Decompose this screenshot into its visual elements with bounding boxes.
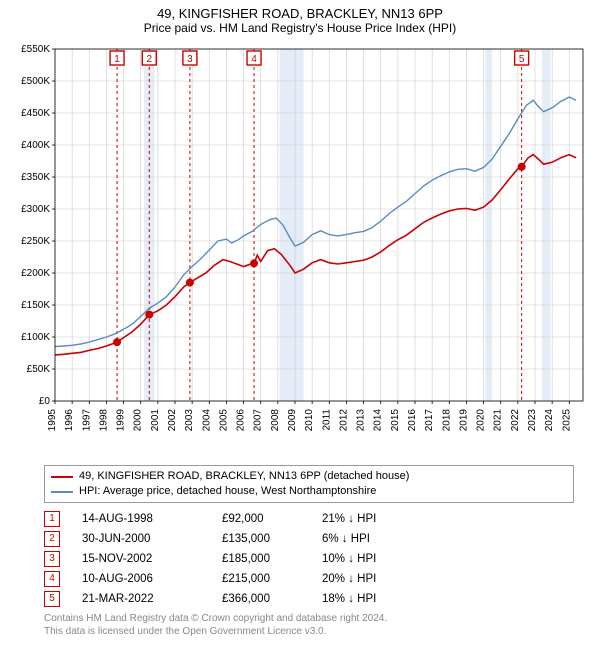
svg-text:£100K: £100K	[21, 332, 50, 343]
svg-text:2002: 2002	[167, 409, 178, 432]
svg-text:2001: 2001	[150, 409, 161, 432]
sale-marker-1: 1	[44, 511, 60, 527]
sale-date: 14-AUG-1998	[82, 513, 222, 525]
sale-price: £366,000	[222, 593, 322, 605]
sale-price: £215,000	[222, 573, 322, 585]
svg-text:£250K: £250K	[21, 236, 50, 247]
sale-date: 15-NOV-2002	[82, 553, 222, 565]
svg-text:£0: £0	[39, 396, 51, 407]
svg-text:2019: 2019	[458, 409, 469, 432]
svg-text:2006: 2006	[236, 409, 247, 432]
legend: 49, KINGFISHER ROAD, BRACKLEY, NN13 6PP …	[44, 465, 574, 503]
svg-text:1995: 1995	[47, 409, 58, 432]
svg-text:2016: 2016	[407, 409, 418, 432]
svg-text:2025: 2025	[561, 409, 572, 432]
sale-marker-5: 5	[44, 591, 60, 607]
svg-text:3: 3	[187, 54, 193, 65]
legend-item-property: 49, KINGFISHER ROAD, BRACKLEY, NN13 6PP …	[51, 469, 567, 484]
svg-text:2010: 2010	[304, 409, 315, 432]
svg-text:£550K: £550K	[21, 44, 50, 55]
sale-diff: 10% ↓ HPI	[322, 553, 442, 565]
table-row: 3 15-NOV-2002 £185,000 10% ↓ HPI	[44, 551, 574, 567]
sale-diff: 18% ↓ HPI	[322, 593, 442, 605]
sale-date: 10-AUG-2006	[82, 573, 222, 585]
svg-text:2009: 2009	[287, 409, 298, 432]
table-row: 4 10-AUG-2006 £215,000 20% ↓ HPI	[44, 571, 574, 587]
svg-text:2003: 2003	[184, 409, 195, 432]
sales-table: 1 14-AUG-1998 £92,000 21% ↓ HPI 2 30-JUN…	[44, 511, 574, 607]
footer-line: Contains HM Land Registry data © Crown c…	[44, 613, 574, 626]
sale-price: £92,000	[222, 513, 322, 525]
sale-diff: 21% ↓ HPI	[322, 513, 442, 525]
svg-text:5: 5	[519, 54, 525, 65]
svg-text:2005: 2005	[218, 409, 229, 432]
sale-marker-3: 3	[44, 551, 60, 567]
sale-diff: 20% ↓ HPI	[322, 573, 442, 585]
svg-text:2023: 2023	[527, 409, 538, 432]
legend-label: HPI: Average price, detached house, West…	[79, 484, 376, 499]
svg-text:£200K: £200K	[21, 268, 50, 279]
svg-text:1999: 1999	[116, 409, 127, 432]
legend-swatch	[51, 476, 73, 478]
svg-text:2011: 2011	[321, 409, 332, 431]
sale-price: £135,000	[222, 533, 322, 545]
svg-text:£450K: £450K	[21, 108, 50, 119]
table-row: 2 30-JUN-2000 £135,000 6% ↓ HPI	[44, 531, 574, 547]
svg-text:2013: 2013	[356, 409, 367, 432]
sale-marker-4: 4	[44, 571, 60, 587]
svg-text:1998: 1998	[98, 409, 109, 432]
svg-text:2017: 2017	[424, 409, 435, 432]
svg-text:4: 4	[251, 54, 257, 65]
svg-text:2008: 2008	[270, 409, 281, 432]
svg-text:1997: 1997	[81, 409, 92, 432]
svg-text:2: 2	[147, 54, 153, 65]
sale-date: 30-JUN-2000	[82, 533, 222, 545]
sale-date: 21-MAR-2022	[82, 593, 222, 605]
svg-text:2021: 2021	[493, 409, 504, 432]
legend-swatch	[51, 491, 73, 493]
sale-diff: 6% ↓ HPI	[322, 533, 442, 545]
svg-text:2018: 2018	[441, 409, 452, 432]
svg-text:£150K: £150K	[21, 300, 50, 311]
svg-text:2014: 2014	[373, 409, 384, 432]
svg-text:1996: 1996	[64, 409, 75, 432]
footer-attribution: Contains HM Land Registry data © Crown c…	[44, 613, 574, 638]
svg-text:2024: 2024	[544, 409, 555, 432]
table-row: 5 21-MAR-2022 £366,000 18% ↓ HPI	[44, 591, 574, 607]
svg-text:2000: 2000	[133, 409, 144, 432]
legend-label: 49, KINGFISHER ROAD, BRACKLEY, NN13 6PP …	[79, 469, 409, 484]
svg-text:2012: 2012	[338, 409, 349, 432]
svg-text:2022: 2022	[510, 409, 521, 432]
svg-text:£300K: £300K	[21, 204, 50, 215]
chart-subtitle: Price paid vs. HM Land Registry's House …	[6, 21, 594, 35]
chart-title: 49, KINGFISHER ROAD, BRACKLEY, NN13 6PP	[6, 6, 594, 21]
footer-line: This data is licensed under the Open Gov…	[44, 626, 574, 639]
price-chart: 1 2 3 4 5 £0 £50K £100K £150K £200K £250K £300K £350…	[7, 39, 593, 459]
svg-text:2015: 2015	[390, 409, 401, 432]
sale-price: £185,000	[222, 553, 322, 565]
svg-text:2007: 2007	[253, 409, 264, 432]
svg-text:£400K: £400K	[21, 140, 50, 151]
sale-marker-2: 2	[44, 531, 60, 547]
svg-text:£50K: £50K	[27, 364, 51, 375]
svg-text:2004: 2004	[201, 409, 212, 432]
svg-text:£500K: £500K	[21, 76, 50, 87]
legend-item-hpi: HPI: Average price, detached house, West…	[51, 484, 567, 499]
svg-text:£350K: £350K	[21, 172, 50, 183]
svg-text:1: 1	[114, 54, 120, 65]
svg-text:2020: 2020	[476, 409, 487, 432]
table-row: 1 14-AUG-1998 £92,000 21% ↓ HPI	[44, 511, 574, 527]
